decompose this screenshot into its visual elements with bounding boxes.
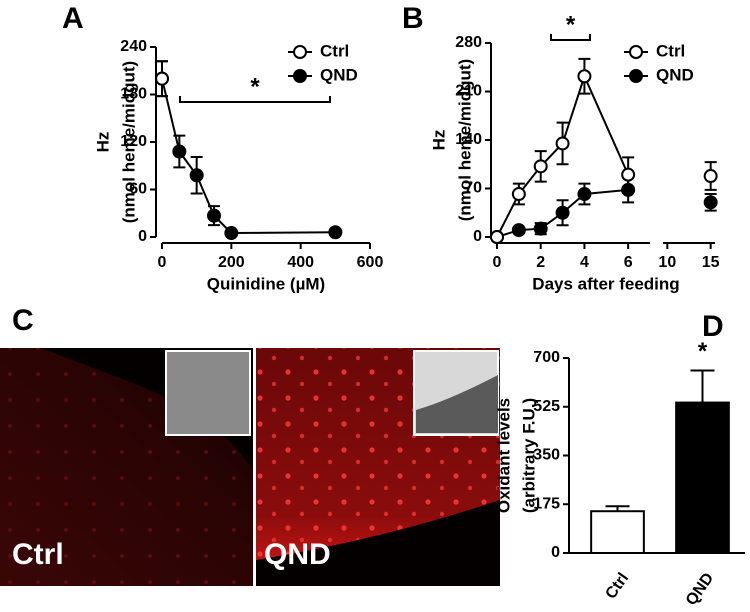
qnd-dark-region <box>256 500 500 586</box>
y-axis-label: Oxidant levels <box>494 398 513 513</box>
x-tick-label: 600 <box>357 254 384 271</box>
x-tick-label: 15 <box>702 254 720 271</box>
y-axis-label: Hz <box>93 132 112 153</box>
y-tick-label: 70 <box>464 180 482 197</box>
error-bar <box>690 369 715 403</box>
y-tick-label: 210 <box>455 83 482 100</box>
y-tick-label: 280 <box>455 34 482 51</box>
qnd-inset-tissue <box>416 375 498 433</box>
data-point <box>621 167 636 182</box>
y-tick-label: 60 <box>129 181 147 198</box>
panel-letter: C <box>12 304 34 337</box>
data-point <box>490 230 504 244</box>
data-point <box>555 205 570 220</box>
x-tick-label: QND <box>683 570 717 609</box>
y-axis-label: (arbitrary F.U.) <box>519 398 538 513</box>
data-point <box>172 144 187 159</box>
legend-marker <box>629 45 643 59</box>
data-point <box>703 169 718 184</box>
data-point <box>511 187 526 202</box>
panel-letter: A <box>62 2 84 35</box>
legend-label: QND <box>320 65 358 84</box>
data-point <box>533 221 548 236</box>
x-tick-label: 2 <box>536 254 545 271</box>
y-tick-label: 0 <box>473 228 482 245</box>
x-tick-label: 4 <box>580 254 589 271</box>
data-point <box>577 187 592 202</box>
legend-label: QND <box>656 65 694 84</box>
bar <box>590 510 645 555</box>
y-axis-label: Hz <box>429 130 448 151</box>
series-line <box>561 75 586 144</box>
legend-label: Ctrl <box>320 41 349 60</box>
y-tick-label: 175 <box>533 495 560 512</box>
data-point <box>555 136 570 151</box>
data-point <box>703 195 718 210</box>
series-line <box>231 231 336 235</box>
legend-marker <box>293 69 307 83</box>
y-tick-label: 0 <box>138 228 147 245</box>
series-line <box>583 75 630 176</box>
y-tick-label: 0 <box>551 544 560 561</box>
image-panel-c: C Ctrl QND <box>0 304 500 586</box>
y-tick-label: 180 <box>120 86 147 103</box>
data-point <box>189 168 204 183</box>
series-line <box>496 193 520 238</box>
x-tick-label: 10 <box>658 254 676 271</box>
x-tick-label: 0 <box>158 254 167 271</box>
series-line <box>584 188 629 196</box>
ctrl-inset <box>165 350 251 436</box>
series-line <box>195 174 215 217</box>
panel-letter: D <box>702 310 724 343</box>
x-tick-label: 0 <box>493 254 502 271</box>
significance-bracket <box>179 96 331 103</box>
significance-star: * <box>698 338 708 365</box>
data-point <box>533 159 548 174</box>
legend-label: Ctrl <box>656 41 685 60</box>
y-tick-label: 700 <box>533 349 560 366</box>
image-label: QND <box>264 538 331 571</box>
bar <box>675 401 730 555</box>
y-tick-label: 350 <box>533 447 560 464</box>
panel-letter: B <box>402 2 424 35</box>
y-axis-label: (nmol heme/midgut) <box>119 61 138 223</box>
y-axis-label: (nmol heme/midgut) <box>455 59 474 221</box>
x-tick-label: 400 <box>287 254 314 271</box>
y-tick-label: 120 <box>120 133 147 150</box>
series-line <box>161 78 181 152</box>
x-tick-label: 200 <box>218 254 245 271</box>
y-tick-label: 525 <box>533 398 560 415</box>
data-point <box>224 226 239 241</box>
y-tick-label: 240 <box>120 38 147 55</box>
data-point <box>207 208 221 223</box>
data-point <box>155 71 169 86</box>
x-axis-label: Quinidine (µM) <box>207 274 325 293</box>
significance-star: * <box>566 11 576 38</box>
x-tick-label: 6 <box>624 254 633 271</box>
significance-star: * <box>250 73 260 100</box>
x-axis-label: Days after feeding <box>532 274 679 293</box>
data-point <box>328 225 343 240</box>
x-tick-label: Ctrl <box>602 570 632 602</box>
y-tick-label: 140 <box>455 131 482 148</box>
data-point <box>511 223 526 238</box>
data-point <box>577 69 592 84</box>
legend-marker <box>629 69 643 83</box>
legend-marker <box>293 45 307 59</box>
image-label: Ctrl <box>12 538 64 571</box>
significance-bracket <box>550 34 591 41</box>
